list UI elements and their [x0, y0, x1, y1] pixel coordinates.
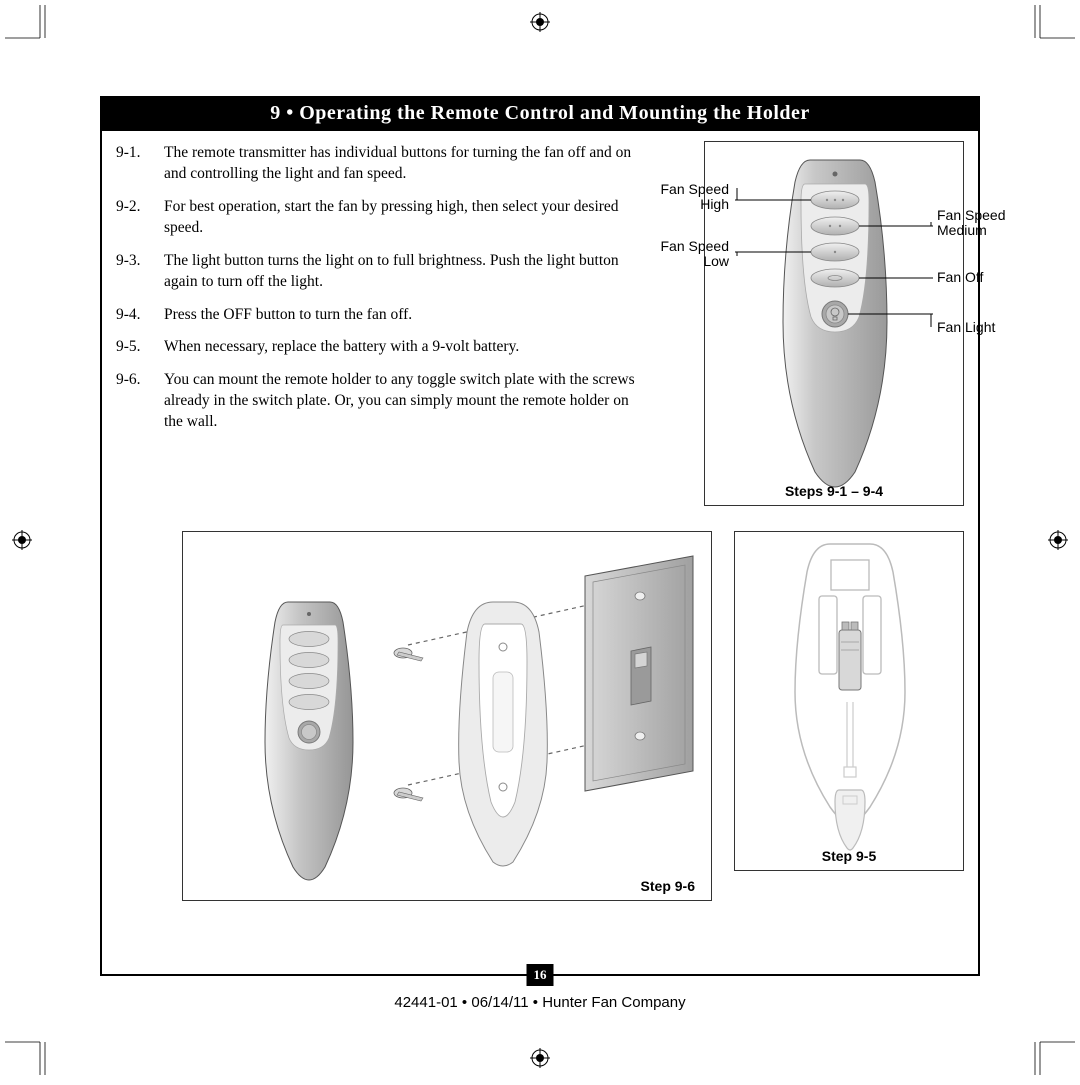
- label-fan-speed-low: Fan Speed Low: [649, 239, 729, 270]
- battery-diagram-svg: [735, 532, 965, 872]
- label-fan-speed-medium: Fan Speed Medium: [937, 208, 1017, 239]
- instruction-item: 9-2.For best operation, start the fan by…: [116, 197, 636, 239]
- figure-remote-labels: Fan Speed High Fan Speed Low Fan Speed M…: [704, 141, 964, 506]
- figure-caption: Step 9-5: [735, 848, 963, 864]
- page-footer: 42441-01 • 06/14/11 • Hunter Fan Company: [0, 994, 1080, 1011]
- section-header: 9 • Operating the Remote Control and Mou…: [102, 98, 978, 131]
- registration-mark-bottom: [530, 1048, 550, 1068]
- instruction-number: 9-4.: [116, 305, 164, 326]
- instruction-number: 9-5.: [116, 337, 164, 358]
- instruction-text: Press the OFF button to turn the fan off…: [164, 305, 636, 326]
- instruction-item: 9-6.You can mount the remote holder to a…: [116, 370, 636, 433]
- registration-mark-top: [530, 12, 550, 32]
- mounting-diagram-svg: [183, 532, 713, 902]
- label-fan-speed-high: Fan Speed High: [649, 182, 729, 213]
- instruction-number: 9-3.: [116, 251, 164, 293]
- figure-caption: Step 9-6: [183, 878, 711, 894]
- instruction-number: 9-2.: [116, 197, 164, 239]
- instructions-list: 9-1.The remote transmitter has individua…: [116, 143, 636, 433]
- instruction-text: For best operation, start the fan by pre…: [164, 197, 636, 239]
- page-frame: 9 • Operating the Remote Control and Mou…: [100, 96, 980, 976]
- instruction-number: 9-1.: [116, 143, 164, 185]
- instruction-text: You can mount the remote holder to any t…: [164, 370, 636, 433]
- page-number: 16: [527, 964, 554, 986]
- instruction-item: 9-5.When necessary, replace the battery …: [116, 337, 636, 358]
- instruction-item: 9-4.Press the OFF button to turn the fan…: [116, 305, 636, 326]
- figure-battery: Step 9-5: [734, 531, 964, 871]
- figure-caption: Steps 9-1 – 9-4: [705, 483, 963, 499]
- registration-mark-left: [12, 530, 32, 550]
- label-fan-off: Fan Off: [937, 270, 1017, 285]
- figure-mounting: Step 9-6: [182, 531, 712, 901]
- instruction-item: 9-1.The remote transmitter has individua…: [116, 143, 636, 185]
- instruction-text: When necessary, replace the battery with…: [164, 337, 636, 358]
- instruction-item: 9-3.The light button turns the light on …: [116, 251, 636, 293]
- remote-diagram-svg: [705, 142, 965, 507]
- page-content: 9-1.The remote transmitter has individua…: [102, 131, 978, 457]
- instruction-text: The light button turns the light on to f…: [164, 251, 636, 293]
- registration-mark-right: [1048, 530, 1068, 550]
- instruction-text: The remote transmitter has individual bu…: [164, 143, 636, 185]
- instruction-number: 9-6.: [116, 370, 164, 433]
- label-fan-light: Fan Light: [937, 320, 1017, 335]
